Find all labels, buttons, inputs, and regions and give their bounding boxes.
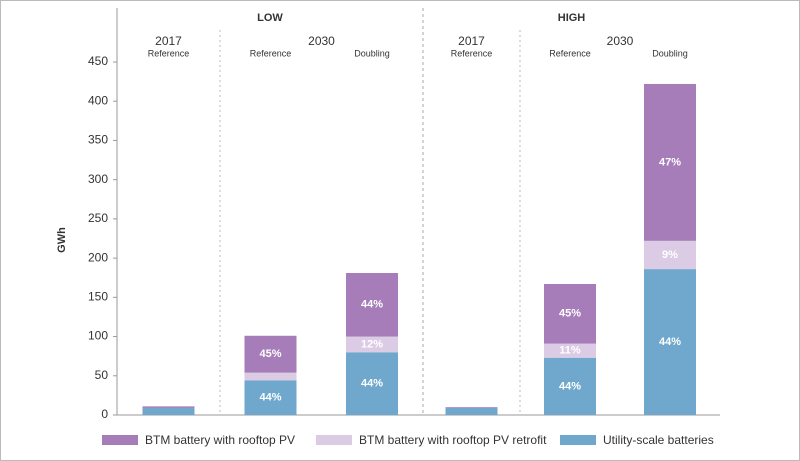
share-label: 11% xyxy=(559,345,581,357)
legend-swatch xyxy=(560,435,596,445)
bar-segment xyxy=(544,283,596,344)
share-label: 9% xyxy=(662,249,678,261)
share-label: 44% xyxy=(259,392,281,404)
year-label: 2017 xyxy=(155,34,182,48)
bar-segment xyxy=(346,273,398,337)
bar-segment xyxy=(244,372,297,381)
scenario-label: Reference xyxy=(451,48,493,58)
share-label: 45% xyxy=(559,308,581,320)
bar-segment xyxy=(142,407,195,415)
share-label: 44% xyxy=(659,336,681,348)
share-label: 12% xyxy=(361,338,383,350)
legend-swatch xyxy=(316,435,352,445)
y-tick-label: 100 xyxy=(88,329,108,343)
y-tick-label: 350 xyxy=(88,133,108,147)
bar-segment xyxy=(644,269,696,415)
y-axis-label: GWh xyxy=(56,227,68,253)
scenario-label: Doubling xyxy=(652,48,688,58)
year-label: 2017 xyxy=(458,34,485,48)
bar-segment xyxy=(445,407,498,415)
scenario-label: Reference xyxy=(549,48,591,58)
share-label: 47% xyxy=(659,156,681,168)
share-label: 44% xyxy=(361,378,383,390)
y-tick-label: 0 xyxy=(101,407,108,421)
bar-segment xyxy=(346,336,398,353)
bar-segment xyxy=(544,343,596,358)
year-label: 2030 xyxy=(308,34,335,48)
scenario-label: Reference xyxy=(250,48,292,58)
y-tick-label: 400 xyxy=(88,93,108,107)
y-tick-label: 200 xyxy=(88,250,108,264)
legend-label: Utility-scale batteries xyxy=(603,433,714,447)
scenario-label: Doubling xyxy=(354,48,390,58)
share-label: 44% xyxy=(559,380,581,392)
legend-swatch xyxy=(102,435,138,445)
share-label: 44% xyxy=(361,299,383,311)
share-label: 45% xyxy=(259,348,281,360)
y-tick-label: 150 xyxy=(88,290,108,304)
bar-segment xyxy=(142,406,195,408)
year-label: 2030 xyxy=(607,34,634,48)
y-tick-label: 300 xyxy=(88,172,108,186)
y-tick-label: 250 xyxy=(88,211,108,225)
bar-segment xyxy=(346,352,398,415)
group-label: LOW xyxy=(257,12,283,24)
bar-segment xyxy=(644,240,696,270)
bar-segment xyxy=(644,83,696,241)
legend-label: BTM battery with rooftop PV retrofit xyxy=(359,433,547,447)
y-tick-label: 450 xyxy=(88,54,108,68)
y-tick-label: 50 xyxy=(95,368,109,382)
legend-label: BTM battery with rooftop PV xyxy=(145,433,295,447)
bar-segment xyxy=(244,380,297,415)
bar-segment xyxy=(544,357,596,415)
bar-segment xyxy=(445,407,498,408)
scenario-label: Reference xyxy=(148,48,190,58)
bar-segment xyxy=(244,335,297,373)
group-label: HIGH xyxy=(558,12,586,24)
